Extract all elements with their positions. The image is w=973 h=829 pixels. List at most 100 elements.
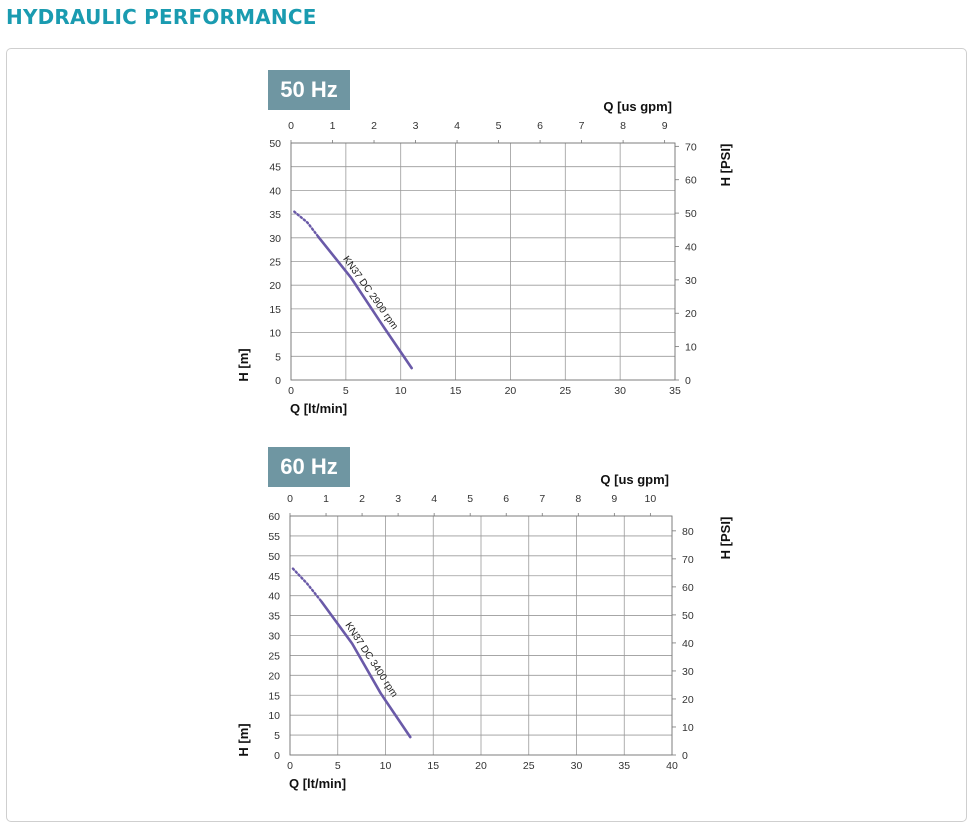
frequency-badge-50hz: 50 Hz	[268, 70, 350, 110]
right-tick-label: 50	[682, 610, 694, 622]
bottom-axis-label: Q [lt/min]	[290, 401, 347, 416]
top-tick-label: 1	[323, 493, 329, 505]
bottom-tick-label: 5	[335, 760, 341, 772]
left-axis-label: H [m]	[236, 723, 251, 756]
bottom-tick-label: 10	[395, 385, 407, 397]
left-tick-label: 10	[268, 710, 280, 722]
right-tick-label: 0	[682, 750, 688, 762]
left-tick-label: 5	[274, 730, 280, 742]
left-tick-label: 60	[268, 511, 280, 523]
right-tick-label: 20	[685, 308, 697, 320]
series-line	[320, 600, 412, 739]
bottom-tick-label: 15	[427, 760, 439, 772]
bottom-tick-label: 35	[618, 760, 630, 772]
series-line	[317, 235, 414, 370]
bottom-tick-label: 20	[505, 385, 517, 397]
right-tick-label: 60	[685, 175, 697, 187]
plot-frame	[290, 142, 676, 381]
right-tick-label: 10	[682, 722, 694, 734]
left-tick-label: 30	[269, 233, 281, 245]
frequency-badge-60hz: 60 Hz	[268, 447, 350, 487]
left-tick-label: 50	[269, 138, 281, 150]
right-tick-label: 40	[685, 241, 697, 253]
bottom-tick-label: 40	[666, 760, 678, 772]
top-tick-label: 8	[575, 493, 581, 505]
series-label: KN37 DC 2900 rpm	[340, 254, 400, 332]
left-tick-label: 0	[275, 375, 281, 387]
bottom-tick-label: 10	[380, 760, 392, 772]
series-line-dotted	[293, 210, 320, 239]
top-tick-label: 9	[662, 120, 668, 132]
left-tick-label: 25	[268, 650, 280, 662]
bottom-tick-label: 0	[287, 760, 293, 772]
right-axis-label: H [PSI]	[718, 144, 733, 187]
right-tick-label: 10	[685, 342, 697, 354]
bottom-tick-label: 15	[450, 385, 462, 397]
section-title: HYDRAULIC PERFORMANCE	[6, 5, 317, 29]
bottom-tick-label: 30	[571, 760, 583, 772]
top-tick-label: 5	[496, 120, 502, 132]
top-tick-label: 1	[330, 120, 336, 132]
left-tick-label: 15	[268, 690, 280, 702]
left-tick-label: 25	[269, 257, 281, 269]
top-tick-label: 3	[395, 493, 401, 505]
series-line-dotted	[291, 567, 323, 603]
chart-60hz: 0 5 10 15 20 25 30 35 40051015202530354045505560…	[236, 472, 733, 791]
left-tick-label: 10	[269, 328, 281, 340]
left-tick-label: 45	[269, 162, 281, 174]
right-tick-label: 60	[682, 582, 694, 594]
top-tick-label: 8	[620, 120, 626, 132]
left-axis-label: H [m]	[236, 348, 251, 381]
bottom-tick-label: 25	[523, 760, 535, 772]
left-tick-label: 50	[268, 551, 280, 563]
top-tick-label: 9	[611, 493, 617, 505]
right-tick-label: 20	[682, 694, 694, 706]
right-tick-label: 50	[685, 208, 697, 220]
left-tick-label: 0	[274, 750, 280, 762]
right-tick-label: 30	[682, 666, 694, 678]
series-label: KN37 DC 3400 rpm	[342, 620, 399, 699]
bottom-tick-label: 25	[559, 385, 571, 397]
right-tick-label: 70	[685, 141, 697, 153]
left-tick-label: 40	[269, 185, 281, 197]
left-tick-label: 20	[268, 670, 280, 682]
plot-frame	[289, 515, 673, 756]
left-tick-label: 30	[268, 631, 280, 643]
right-tick-label: 80	[682, 526, 694, 538]
top-tick-label: 2	[359, 493, 365, 505]
bottom-tick-label: 35	[669, 385, 681, 397]
left-tick-label: 15	[269, 304, 281, 316]
bottom-tick-label: 20	[475, 760, 487, 772]
left-tick-label: 45	[268, 571, 280, 583]
left-tick-label: 5	[275, 351, 281, 363]
right-axis-label: H [PSI]	[718, 517, 733, 560]
top-tick-label: 6	[503, 493, 509, 505]
left-tick-label: 35	[269, 209, 281, 221]
left-tick-label: 55	[268, 531, 280, 543]
chart-panel	[6, 48, 967, 822]
top-tick-label: 7	[579, 120, 585, 132]
left-tick-label: 40	[268, 591, 280, 603]
top-tick-label: 4	[454, 120, 460, 132]
top-tick-label: 5	[467, 493, 473, 505]
top-tick-label: 0	[288, 120, 294, 132]
top-tick-label: 7	[539, 493, 545, 505]
left-tick-label: 35	[268, 611, 280, 623]
bottom-axis-label: Q [lt/min]	[289, 776, 346, 791]
top-axis-label: Q [us gpm]	[600, 472, 669, 487]
top-tick-label: 2	[371, 120, 377, 132]
bottom-tick-label: 0	[288, 385, 294, 397]
bottom-tick-label: 5	[343, 385, 349, 397]
right-tick-label: 30	[685, 275, 697, 287]
right-tick-label: 40	[682, 638, 694, 650]
bottom-tick-label: 30	[614, 385, 626, 397]
top-tick-label: 0	[287, 493, 293, 505]
top-axis-label: Q [us gpm]	[603, 99, 672, 114]
top-tick-label: 6	[537, 120, 543, 132]
top-tick-label: 3	[413, 120, 419, 132]
top-tick-label: 4	[431, 493, 437, 505]
top-tick-label: 10	[645, 493, 657, 505]
right-tick-label: 0	[685, 375, 691, 387]
right-tick-label: 70	[682, 554, 694, 566]
